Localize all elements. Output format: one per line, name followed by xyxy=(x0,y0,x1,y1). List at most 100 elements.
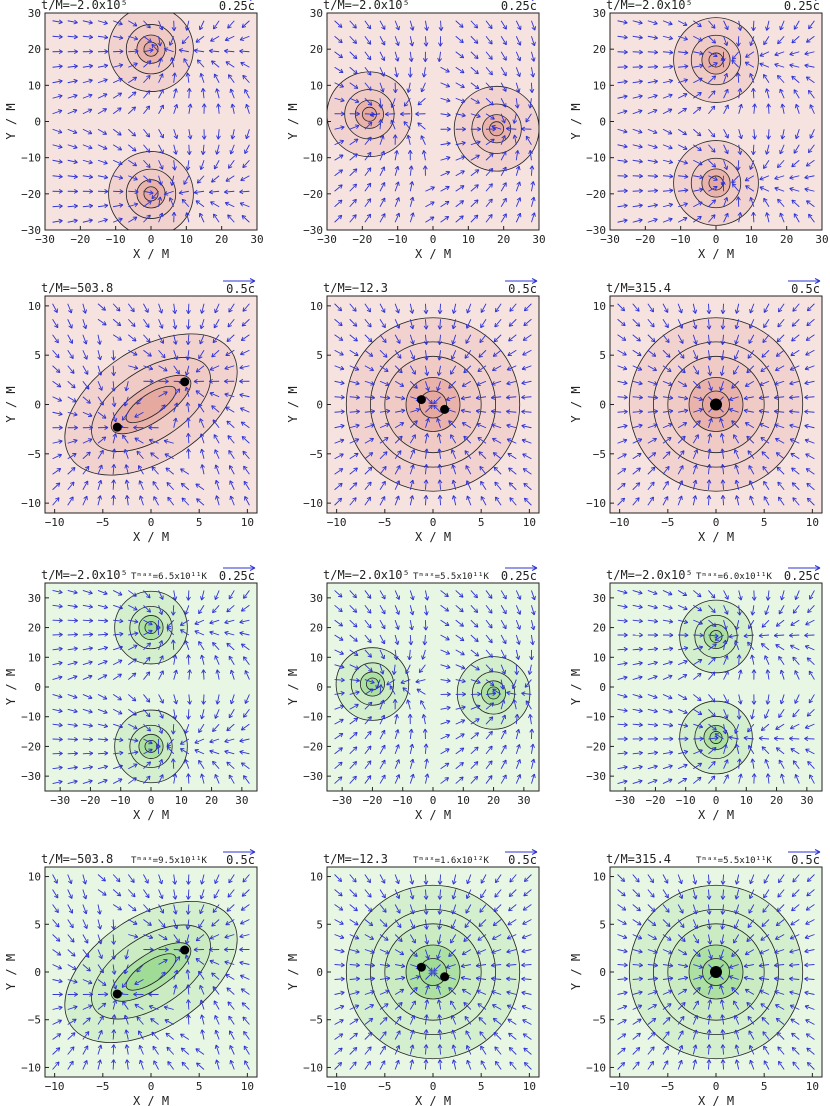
velocity-arrow xyxy=(707,1059,710,1070)
velocity-arrow xyxy=(128,619,139,623)
velocity-arrow xyxy=(187,709,190,720)
velocity-arrow xyxy=(379,466,387,475)
velocity-arrowhead xyxy=(195,200,201,205)
velocity-arrow xyxy=(334,349,344,356)
velocity-arrow xyxy=(806,657,815,666)
velocity-arrow xyxy=(97,350,101,361)
velocity-arrow xyxy=(723,655,728,665)
velocity-arrow xyxy=(662,423,673,429)
velocity-arrow xyxy=(425,381,430,391)
velocity-arrow xyxy=(708,214,716,223)
velocity-arrowhead xyxy=(651,1017,657,1023)
velocity-arrow xyxy=(128,175,138,181)
velocity-arrowhead xyxy=(353,651,359,656)
arrow-scale-head xyxy=(814,278,821,284)
velocity-arrow xyxy=(425,418,430,428)
velocity-arrowhead xyxy=(131,337,137,342)
velocity-arrow xyxy=(617,919,627,925)
velocity-arrowhead xyxy=(370,976,376,982)
velocity-arrowhead xyxy=(71,383,76,389)
velocity-arrow xyxy=(806,159,815,167)
velocity-arrowhead xyxy=(635,878,640,883)
velocity-arrow xyxy=(455,82,465,88)
velocity-arrow xyxy=(632,410,643,413)
velocity-arrowhead xyxy=(638,590,643,595)
velocity-arrowhead xyxy=(103,645,109,651)
velocity-arrowhead xyxy=(369,688,374,693)
velocity-arrowhead xyxy=(407,150,413,154)
velocity-arrow xyxy=(708,708,716,717)
tmax-label: Tᵐᵃˣ=9.5x10¹¹K xyxy=(131,856,207,866)
velocity-arrowhead xyxy=(751,773,757,778)
velocity-arrowhead xyxy=(465,1045,471,1050)
velocity-arrowhead xyxy=(711,148,716,153)
velocity-arrowhead xyxy=(73,646,78,652)
velocity-arrowhead xyxy=(87,1004,93,1009)
velocity-arrow xyxy=(507,919,517,926)
velocity-arrowhead xyxy=(531,212,536,217)
velocity-arrowhead xyxy=(508,1046,514,1052)
velocity-arrow xyxy=(201,464,205,475)
velocity-arrowhead xyxy=(118,160,123,166)
velocity-arrowhead xyxy=(111,940,116,945)
velocity-arrow xyxy=(439,495,442,506)
velocity-arrow xyxy=(455,747,465,755)
velocity-arrowhead xyxy=(680,450,685,455)
velocity-arrowhead xyxy=(111,1059,116,1064)
velocity-arrowhead xyxy=(713,185,718,191)
velocity-arrowhead xyxy=(460,665,466,670)
velocity-arrow xyxy=(515,664,518,675)
velocity-arrowhead xyxy=(73,765,78,771)
velocity-arrowhead xyxy=(669,632,674,638)
velocity-arrowhead xyxy=(668,674,673,680)
velocity-arrow xyxy=(779,212,785,223)
x-tick-label: 0 xyxy=(430,516,437,529)
y-tick-label: −20 xyxy=(303,740,323,753)
velocity-arrow xyxy=(500,20,507,30)
velocity-arrow xyxy=(424,904,427,915)
velocity-arrowhead xyxy=(338,336,344,341)
velocity-arrow xyxy=(349,775,357,784)
velocity-arrowhead xyxy=(775,725,780,730)
velocity-arrowhead xyxy=(445,68,450,73)
velocity-arrowhead xyxy=(794,595,799,601)
velocity-arrowhead xyxy=(791,322,797,327)
velocity-arrow xyxy=(67,675,78,680)
velocity-arrowhead xyxy=(710,132,716,138)
velocity-arrowhead xyxy=(668,78,674,84)
velocity-arrowhead xyxy=(621,468,627,473)
velocity-arrow xyxy=(632,752,643,755)
velocity-arrowhead xyxy=(367,907,373,913)
velocity-arrow xyxy=(617,396,628,398)
velocity-arrowhead xyxy=(436,940,442,945)
velocity-arrowhead xyxy=(653,694,658,699)
velocity-arrow xyxy=(97,64,108,68)
velocity-arrow xyxy=(379,197,386,207)
velocity-arrowhead xyxy=(244,699,249,704)
velocity-arrow xyxy=(424,448,428,459)
velocity-arrowhead xyxy=(352,761,358,766)
x-tick-labels: −30 −20 −10 0 10 20 30 xyxy=(50,787,248,807)
velocity-arrowhead xyxy=(805,162,811,167)
velocity-arrow xyxy=(485,113,495,120)
velocity-arrowhead xyxy=(186,88,192,93)
velocity-arrowhead xyxy=(706,325,712,330)
velocity-arrowhead xyxy=(73,979,78,984)
panel-title: t/M=−503.8 xyxy=(41,281,113,295)
velocity-arrowhead xyxy=(355,962,360,968)
velocity-arrowhead xyxy=(652,366,657,372)
velocity-arrowhead xyxy=(213,73,219,78)
velocity-arrowhead xyxy=(340,690,345,696)
velocity-arrowhead xyxy=(117,107,122,112)
velocity-arrow xyxy=(515,619,521,630)
velocity-arrow xyxy=(424,773,429,784)
velocity-arrowhead xyxy=(425,984,430,990)
velocity-arrowhead xyxy=(480,1045,485,1051)
velocity-arrowhead xyxy=(758,408,764,414)
velocity-arrow xyxy=(364,688,374,695)
velocity-arrowhead xyxy=(224,749,229,755)
velocity-arrow xyxy=(187,904,190,915)
velocity-arrow xyxy=(677,380,687,387)
velocity-arrow xyxy=(188,669,191,680)
velocity-arrowhead xyxy=(698,964,704,969)
